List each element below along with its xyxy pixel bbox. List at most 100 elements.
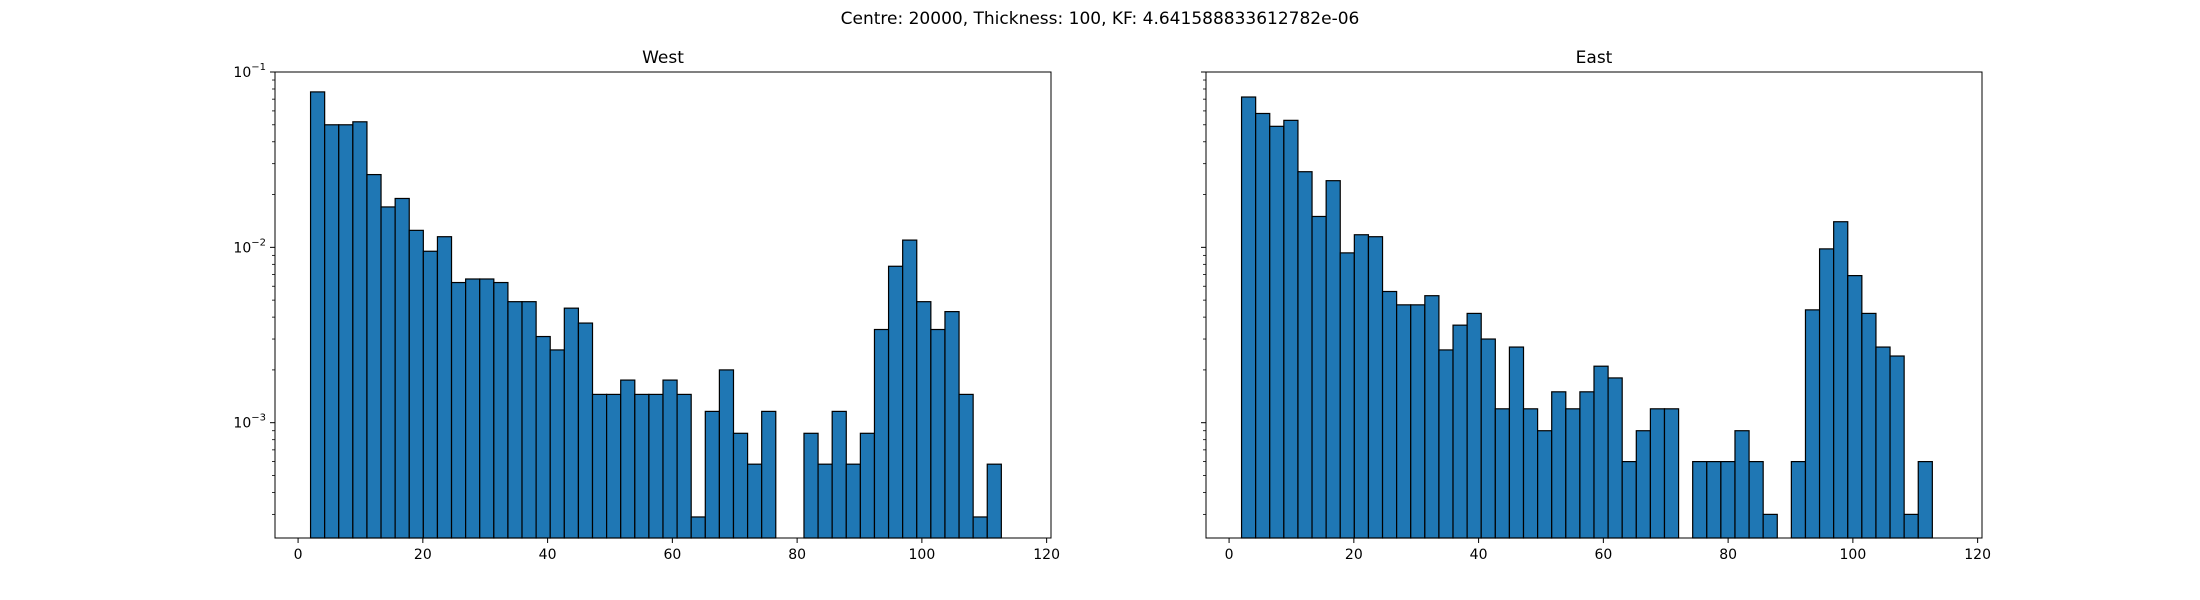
bar-east-37 [1762,513,1778,539]
bar-west-22 [620,379,636,539]
bar-east-10 [1381,290,1398,539]
x-tick-label-west-5: 100 [909,547,936,563]
bar-east-1 [1255,112,1271,539]
bar-west-47 [972,516,988,539]
bar-west-35 [803,432,819,539]
bar-west-19 [577,322,594,539]
bar-west-45 [944,311,960,539]
bars-east [1240,96,1933,539]
bar-west-1 [324,124,340,539]
bar-east-6 [1325,180,1341,539]
bar-east-19 [1508,346,1525,539]
x-tick-label-east-6: 120 [1964,547,1991,563]
bar-east-7 [1339,252,1355,539]
bar-east-39 [1790,460,1807,539]
bar-west-14 [507,301,523,539]
bar-west-26 [676,393,692,539]
x-tick-label-west-3: 60 [663,547,681,563]
bar-west-13 [493,281,509,539]
bar-east-29 [1649,408,1666,539]
bar-west-36 [817,463,833,539]
bar-west-21 [606,393,622,539]
bar-east-23 [1565,408,1581,539]
x-tick-label-east-0: 0 [1225,547,1234,563]
bar-east-43 [1847,275,1863,539]
bars-west [309,91,1002,539]
bar-west-8 [422,250,439,539]
x-tick-label-west-4: 80 [788,547,806,563]
bar-east-8 [1353,234,1370,539]
x-tick-label-east-4: 80 [1719,547,1737,563]
bar-west-48 [986,463,1002,539]
bar-east-47 [1903,513,1919,539]
bar-west-4 [366,173,382,539]
bar-west-6 [394,197,410,539]
bar-east-11 [1396,304,1412,539]
bar-east-22 [1551,391,1567,539]
bar-east-16 [1466,312,1482,539]
bar-east-9 [1367,236,1384,539]
bar-west-42 [902,239,918,539]
bar-east-15 [1452,324,1468,539]
bar-east-4 [1297,171,1313,539]
histogram-west: West 0 20 40 60 80 100 120 10−3 10−2 10−1 [233,48,1060,563]
bar-west-18 [563,307,580,539]
x-tick-label-west-0: 0 [294,547,303,563]
bar-east-25 [1593,365,1609,539]
histogram-east: East 0 20 40 60 80 100 120 [1201,48,1991,563]
x-tick-label-east-5: 100 [1840,547,1867,563]
bar-west-43 [916,301,932,539]
bar-east-28 [1635,430,1651,539]
bar-west-46 [958,393,974,539]
bar-west-29 [718,369,735,539]
bar-east-46 [1889,355,1905,539]
bar-east-44 [1861,312,1877,539]
bar-west-20 [591,393,608,539]
bar-east-40 [1804,309,1821,539]
bar-west-38 [845,463,861,539]
bar-west-16 [535,335,551,539]
bar-east-27 [1621,460,1637,539]
bar-east-0 [1240,96,1257,539]
y-axis-east [1201,71,1206,515]
bar-east-45 [1875,346,1891,539]
chart-title-east: East [1576,48,1613,68]
bar-west-27 [690,516,706,539]
chart-title-west: West [642,48,684,68]
bar-east-21 [1537,430,1553,539]
bar-east-26 [1607,377,1623,539]
y-tick-label-west-0: 10−3 [233,413,266,432]
bar-east-24 [1579,391,1595,539]
x-tick-label-east-3: 60 [1594,547,1612,563]
bar-east-18 [1494,408,1511,539]
bar-east-2 [1269,125,1285,539]
bar-west-30 [732,432,749,539]
bar-west-39 [859,432,876,539]
bar-east-13 [1424,295,1440,539]
bar-west-5 [380,206,396,539]
x-tick-label-east-2: 40 [1470,547,1488,563]
x-tick-label-west-6: 120 [1033,547,1060,563]
bar-west-25 [662,379,678,539]
bar-west-32 [761,410,777,539]
bar-west-0 [309,91,326,539]
bar-west-44 [930,328,946,539]
bar-west-24 [648,393,664,539]
bar-west-40 [873,328,890,539]
x-axis-west: 0 20 40 60 80 100 120 [294,538,1060,563]
bar-west-23 [634,393,650,539]
bar-east-30 [1663,408,1680,539]
bar-east-3 [1283,119,1299,539]
bar-east-17 [1480,338,1496,539]
bar-east-14 [1438,349,1454,539]
x-tick-label-east-1: 20 [1345,547,1363,563]
bar-west-28 [704,410,720,539]
bar-east-12 [1410,304,1426,539]
bar-east-32 [1692,460,1708,539]
bar-east-41 [1818,248,1835,539]
x-axis-east: 0 20 40 60 80 100 120 [1225,538,1991,563]
bar-east-20 [1522,408,1539,539]
bar-east-36 [1748,460,1764,539]
bar-west-41 [887,265,904,539]
